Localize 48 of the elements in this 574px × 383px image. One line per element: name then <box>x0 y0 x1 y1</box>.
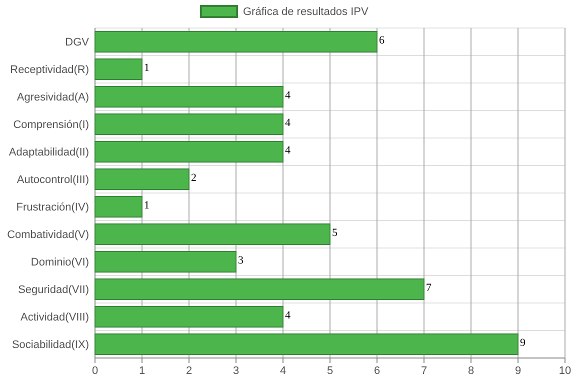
data-label: 9 <box>520 337 526 350</box>
y-tick-label: Adaptabilidad(II) <box>8 146 89 159</box>
y-tick-label: Dominio(VI) <box>30 256 89 269</box>
bar <box>94 196 142 218</box>
bar <box>94 58 142 80</box>
y-tick-label: Receptividad(R) <box>10 64 89 76</box>
data-label: 1 <box>144 62 150 74</box>
y-tick-label: Comprensión(I) <box>13 119 89 132</box>
bar <box>94 278 424 300</box>
data-label: 4 <box>285 90 291 102</box>
x-tick-label: 9 <box>514 365 522 377</box>
x-tick-label: 7 <box>420 365 428 377</box>
data-label: 7 <box>426 282 432 294</box>
data-label: 4 <box>285 310 291 322</box>
data-label: 4 <box>285 144 291 157</box>
x-tick-label: 0 <box>92 365 98 377</box>
bar <box>94 333 518 356</box>
data-label: 3 <box>238 254 244 267</box>
y-tick-label: DGV <box>65 36 90 49</box>
y-tick-label: Combatividad(V) <box>7 229 89 242</box>
data-label: 1 <box>144 200 150 212</box>
bar <box>94 250 236 273</box>
bar <box>94 30 378 53</box>
x-tick-label: 5 <box>326 365 334 377</box>
y-tick-label: Sociabilidad(IX) <box>12 339 89 352</box>
x-tick-label: 1 <box>138 365 146 377</box>
bar <box>94 86 284 108</box>
y-tick-label: Seguridad(VII) <box>18 284 89 296</box>
bar <box>94 223 330 246</box>
x-tick-label: 2 <box>186 365 192 377</box>
y-tick-label: Autocontrol(III) <box>16 174 89 186</box>
data-label: 2 <box>191 172 196 184</box>
legend-label: Gráfica de resultados IPV <box>243 6 370 18</box>
data-label: 5 <box>332 227 338 240</box>
x-tick-label: 4 <box>280 365 286 377</box>
y-tick-label: Agresividad(A) <box>16 92 89 104</box>
bar <box>94 113 284 136</box>
bar <box>94 168 190 190</box>
data-label: 6 <box>379 34 385 47</box>
x-tick-label: 8 <box>468 365 474 377</box>
y-tick-label: Actividad(VIII) <box>20 312 89 324</box>
x-tick-label: 6 <box>374 365 380 377</box>
data-label: 4 <box>285 117 291 130</box>
x-tick-label: 10 <box>558 365 572 377</box>
bar <box>94 140 284 163</box>
y-tick-label: Frustración(IV) <box>16 202 89 214</box>
bar <box>94 306 284 328</box>
x-tick-label: 3 <box>232 365 240 377</box>
